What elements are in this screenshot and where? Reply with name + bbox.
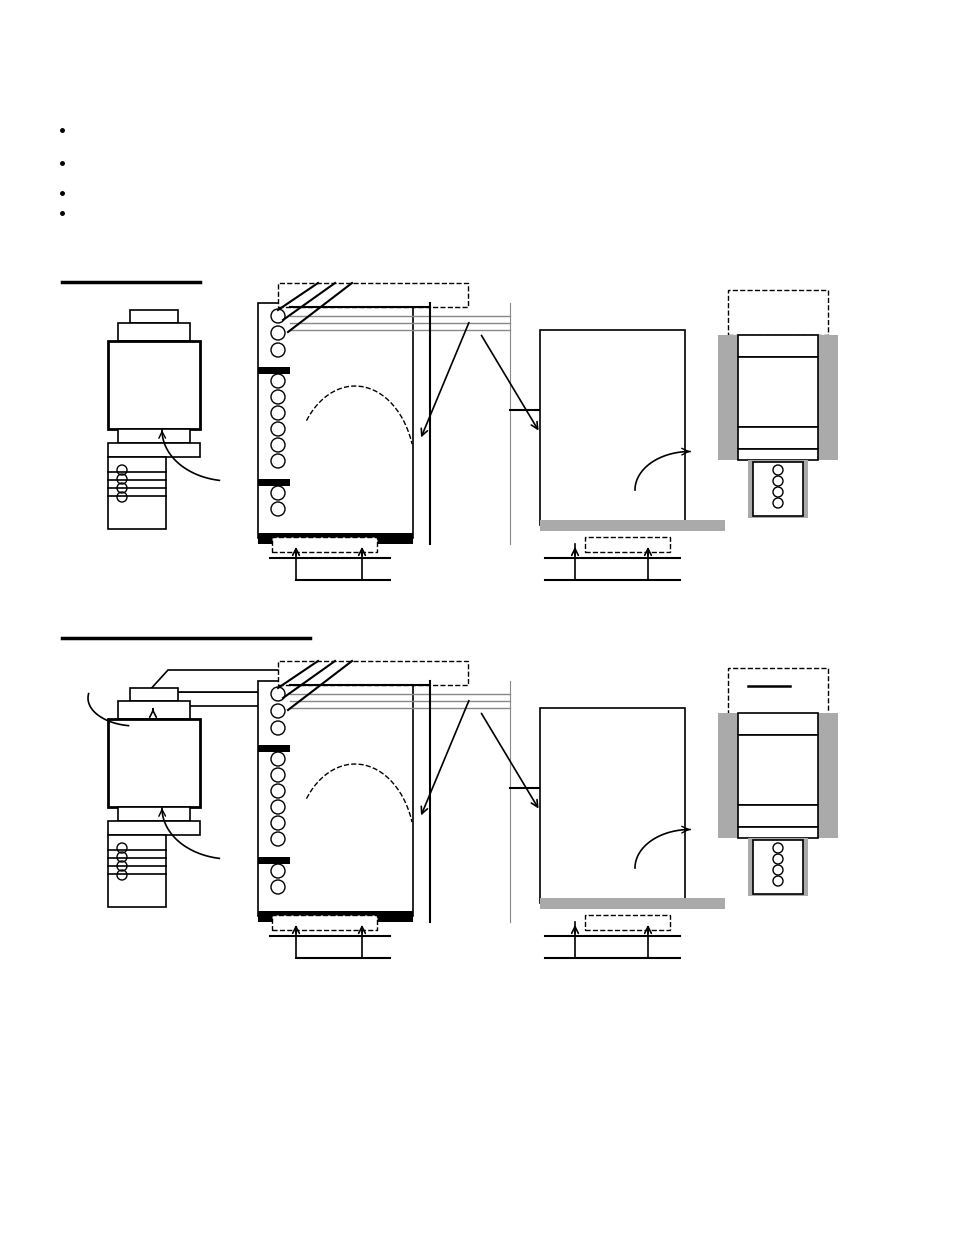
Bar: [108, 341, 200, 429]
Bar: [130, 688, 178, 701]
Bar: [738, 450, 817, 459]
Bar: [747, 839, 807, 897]
Bar: [738, 357, 817, 427]
Bar: [136, 690, 152, 704]
Polygon shape: [148, 671, 313, 692]
Bar: [257, 745, 290, 752]
Bar: [718, 450, 837, 459]
Bar: [718, 335, 837, 357]
Bar: [752, 840, 802, 894]
Bar: [812, 735, 837, 805]
Bar: [738, 427, 817, 450]
Bar: [539, 898, 724, 909]
Bar: [738, 805, 817, 827]
Bar: [727, 668, 827, 727]
Bar: [539, 708, 684, 903]
Bar: [108, 457, 166, 529]
Bar: [277, 661, 468, 685]
Bar: [257, 367, 290, 374]
Bar: [272, 915, 376, 930]
Bar: [738, 335, 817, 357]
Bar: [539, 330, 684, 525]
Bar: [584, 537, 669, 552]
Bar: [277, 283, 468, 308]
Bar: [738, 735, 817, 805]
Bar: [272, 537, 376, 552]
Bar: [257, 303, 413, 538]
Bar: [727, 290, 827, 335]
Bar: [738, 713, 817, 735]
Bar: [812, 357, 837, 427]
Bar: [738, 827, 817, 839]
Bar: [718, 357, 742, 427]
Bar: [718, 427, 837, 450]
Bar: [118, 324, 190, 341]
Bar: [539, 520, 724, 531]
Polygon shape: [293, 671, 313, 706]
Polygon shape: [148, 692, 293, 706]
Bar: [257, 857, 290, 864]
Bar: [718, 713, 837, 735]
Bar: [130, 310, 178, 324]
Bar: [718, 735, 742, 805]
Bar: [718, 827, 837, 839]
Bar: [718, 805, 837, 827]
Bar: [118, 701, 190, 719]
Bar: [257, 534, 413, 543]
Bar: [118, 429, 190, 443]
Bar: [118, 806, 190, 821]
Bar: [752, 462, 802, 516]
Bar: [584, 915, 669, 930]
Bar: [108, 835, 166, 906]
Bar: [747, 459, 807, 517]
Bar: [108, 443, 200, 457]
Bar: [257, 911, 413, 923]
Bar: [257, 479, 290, 487]
Bar: [108, 719, 200, 806]
Bar: [257, 680, 413, 916]
Bar: [108, 821, 200, 835]
